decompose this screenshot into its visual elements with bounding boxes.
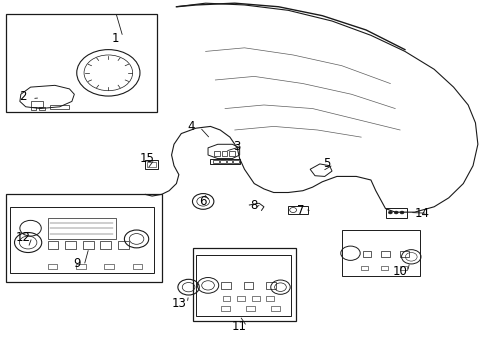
Bar bbox=[385, 207, 407, 217]
Bar bbox=[266, 282, 276, 289]
Bar bbox=[226, 159, 232, 163]
Text: 7: 7 bbox=[296, 204, 304, 217]
Bar bbox=[266, 296, 274, 301]
Text: 5: 5 bbox=[323, 157, 330, 170]
Bar bbox=[399, 251, 408, 257]
Bar bbox=[118, 242, 128, 249]
Bar bbox=[6, 14, 157, 112]
Bar bbox=[228, 151, 234, 156]
Bar bbox=[221, 151, 227, 156]
Bar bbox=[50, 105, 69, 109]
Bar bbox=[30, 108, 36, 111]
Text: 13: 13 bbox=[171, 297, 186, 310]
Bar bbox=[222, 296, 230, 301]
Bar bbox=[76, 264, 85, 269]
Bar bbox=[233, 159, 238, 163]
Bar bbox=[65, 242, 76, 249]
Text: 2: 2 bbox=[20, 90, 27, 103]
Text: 11: 11 bbox=[232, 320, 246, 333]
Text: 10: 10 bbox=[392, 265, 407, 278]
Bar bbox=[362, 251, 371, 257]
Bar bbox=[251, 296, 259, 301]
Bar bbox=[193, 248, 295, 321]
Bar bbox=[361, 266, 368, 270]
Bar bbox=[10, 207, 153, 273]
Bar bbox=[220, 159, 225, 163]
Text: 3: 3 bbox=[233, 140, 241, 153]
Circle shape bbox=[393, 211, 397, 214]
Bar bbox=[221, 306, 229, 311]
Text: 8: 8 bbox=[250, 198, 257, 212]
Bar bbox=[147, 162, 156, 167]
Bar bbox=[144, 160, 158, 169]
Text: 9: 9 bbox=[73, 257, 81, 270]
Bar bbox=[399, 266, 407, 270]
Bar bbox=[132, 264, 142, 269]
Bar bbox=[104, 264, 114, 269]
Bar bbox=[196, 255, 290, 316]
Bar bbox=[47, 217, 116, 239]
Circle shape bbox=[387, 211, 391, 214]
Bar bbox=[341, 230, 419, 276]
Bar bbox=[82, 242, 93, 249]
Bar bbox=[244, 282, 253, 289]
Bar bbox=[245, 306, 254, 311]
Bar bbox=[214, 151, 220, 156]
Bar bbox=[271, 306, 280, 311]
Bar bbox=[6, 194, 162, 282]
Bar bbox=[213, 159, 218, 163]
Circle shape bbox=[399, 211, 403, 214]
Bar bbox=[221, 282, 230, 289]
Bar bbox=[47, 264, 57, 269]
Bar bbox=[380, 266, 387, 270]
Bar bbox=[100, 242, 111, 249]
Text: 14: 14 bbox=[414, 207, 428, 220]
Bar bbox=[287, 206, 307, 214]
Text: 15: 15 bbox=[140, 152, 154, 165]
Text: 6: 6 bbox=[199, 195, 206, 208]
Bar bbox=[381, 251, 389, 257]
Bar bbox=[39, 108, 45, 111]
Bar bbox=[30, 102, 42, 107]
Text: 12: 12 bbox=[16, 231, 31, 244]
Text: 1: 1 bbox=[112, 32, 119, 45]
Bar bbox=[47, 242, 58, 249]
Bar bbox=[237, 296, 244, 301]
Text: 4: 4 bbox=[187, 120, 194, 133]
